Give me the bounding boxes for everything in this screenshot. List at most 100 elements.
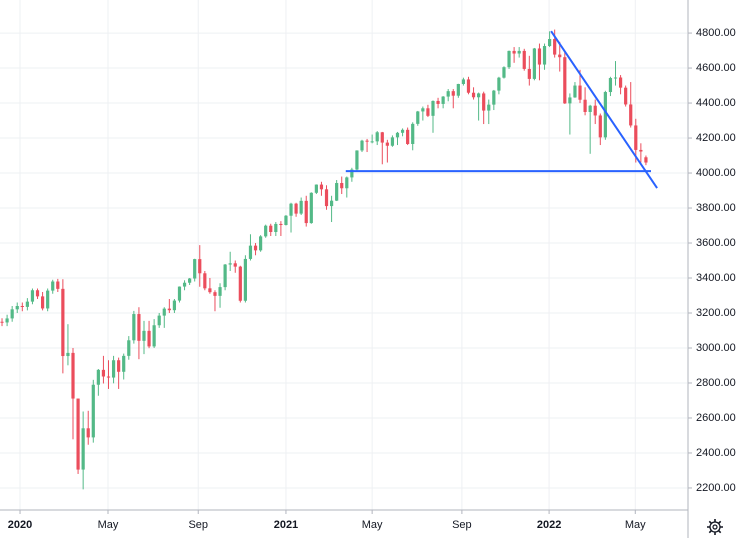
y-tick-label: 3800.00: [696, 202, 736, 214]
candle-body: [264, 225, 268, 237]
axis-labels: 2200.00 2400.00 2600.00 2800.00 3000.00 3200.…: [8, 27, 736, 531]
y-tick-label: 2400.00: [696, 447, 736, 459]
candle-body: [395, 132, 400, 138]
settings-icon[interactable]: [707, 519, 723, 535]
candle-body: [598, 115, 602, 138]
candle-body: [289, 203, 293, 216]
candle-body: [456, 83, 460, 96]
candle-body: [132, 314, 136, 341]
x-tick-label: May: [362, 519, 383, 531]
candle-body: [243, 258, 247, 301]
candle-body: [436, 100, 440, 104]
candle-body: [71, 352, 75, 399]
candle-body: [299, 200, 303, 214]
candle-body: [51, 281, 55, 291]
candle-body: [568, 97, 572, 104]
candle-body: [213, 292, 217, 296]
candle-body: [406, 129, 410, 144]
candle-body: [218, 287, 222, 296]
candle-body: [162, 308, 166, 316]
candle-body: [517, 50, 521, 54]
y-tick-label: 2600.00: [696, 412, 736, 424]
candle-body: [319, 184, 324, 190]
candle-body: [588, 105, 592, 112]
candle-body: [0, 321, 4, 323]
candle-body: [583, 99, 587, 112]
candle-body: [380, 132, 384, 143]
x-tick-label: Sep: [188, 519, 208, 531]
candle-body: [355, 150, 359, 170]
candle-body: [512, 50, 516, 54]
candle-body: [294, 203, 298, 214]
candle-body: [365, 140, 369, 142]
candle-body: [177, 286, 182, 301]
candle-body: [416, 111, 420, 124]
grid: [0, 0, 687, 510]
gear-teeth: [707, 519, 723, 535]
candle-body: [314, 184, 318, 193]
candle-body: [228, 263, 232, 265]
candle-body: [253, 245, 258, 251]
candle-body: [532, 48, 536, 79]
x-tick-label: May: [625, 519, 646, 531]
candle-body: [259, 236, 263, 251]
candle-body: [193, 259, 197, 279]
y-tick-label: 2800.00: [696, 377, 736, 389]
candle-body: [421, 108, 425, 112]
candle-body: [25, 301, 29, 307]
candle-body: [558, 54, 562, 58]
candle-body: [482, 93, 486, 111]
candle-body: [61, 288, 65, 357]
candle-body: [390, 137, 395, 146]
candle-body: [329, 200, 334, 207]
candle-body: [81, 428, 85, 470]
trendline: [550, 30, 658, 189]
candle-body: [172, 300, 177, 311]
y-tick-label: 4800.00: [696, 27, 736, 39]
candle-body: [624, 87, 628, 105]
candle-body: [203, 273, 207, 289]
candle-body: [304, 200, 308, 224]
candle-body: [644, 157, 648, 163]
candle-body: [147, 330, 151, 347]
candle-body: [238, 266, 242, 301]
y-tick-label: 4600.00: [696, 62, 736, 74]
candle-body: [431, 100, 435, 116]
candle-body: [548, 39, 552, 47]
x-tick-label: May: [98, 519, 119, 531]
candle-body: [35, 290, 40, 297]
candle-body: [492, 90, 496, 105]
candle-body: [122, 355, 126, 372]
x-tick-label: 2020: [8, 519, 32, 531]
candle-body: [639, 149, 643, 152]
candle-body: [502, 67, 506, 78]
candle-body: [10, 309, 14, 319]
x-tick-label: 2021: [274, 519, 298, 531]
candle-body: [188, 278, 192, 283]
candle-body: [471, 92, 476, 98]
candle-body: [487, 104, 491, 111]
x-tick-label: Sep: [452, 519, 472, 531]
candle-body: [350, 169, 354, 178]
candle-body: [634, 125, 638, 150]
candle-body: [96, 369, 100, 385]
candle-body: [284, 215, 288, 225]
candle-body: [461, 79, 466, 84]
candle-body: [441, 96, 445, 104]
candle-body: [603, 92, 607, 138]
candle-body: [127, 340, 131, 356]
candle-body: [360, 140, 364, 151]
candle-body: [86, 428, 90, 438]
candle-body: [157, 315, 161, 326]
candle-body: [451, 91, 455, 96]
candle-body: [223, 264, 227, 288]
candle-body: [537, 48, 542, 65]
candle-body: [345, 177, 349, 189]
candle-body: [137, 314, 141, 341]
x-tick-label: 2022: [537, 519, 561, 531]
y-tick-label: 4000.00: [696, 167, 736, 179]
candle-body: [46, 290, 50, 309]
y-tick-label: 3000.00: [696, 342, 736, 354]
